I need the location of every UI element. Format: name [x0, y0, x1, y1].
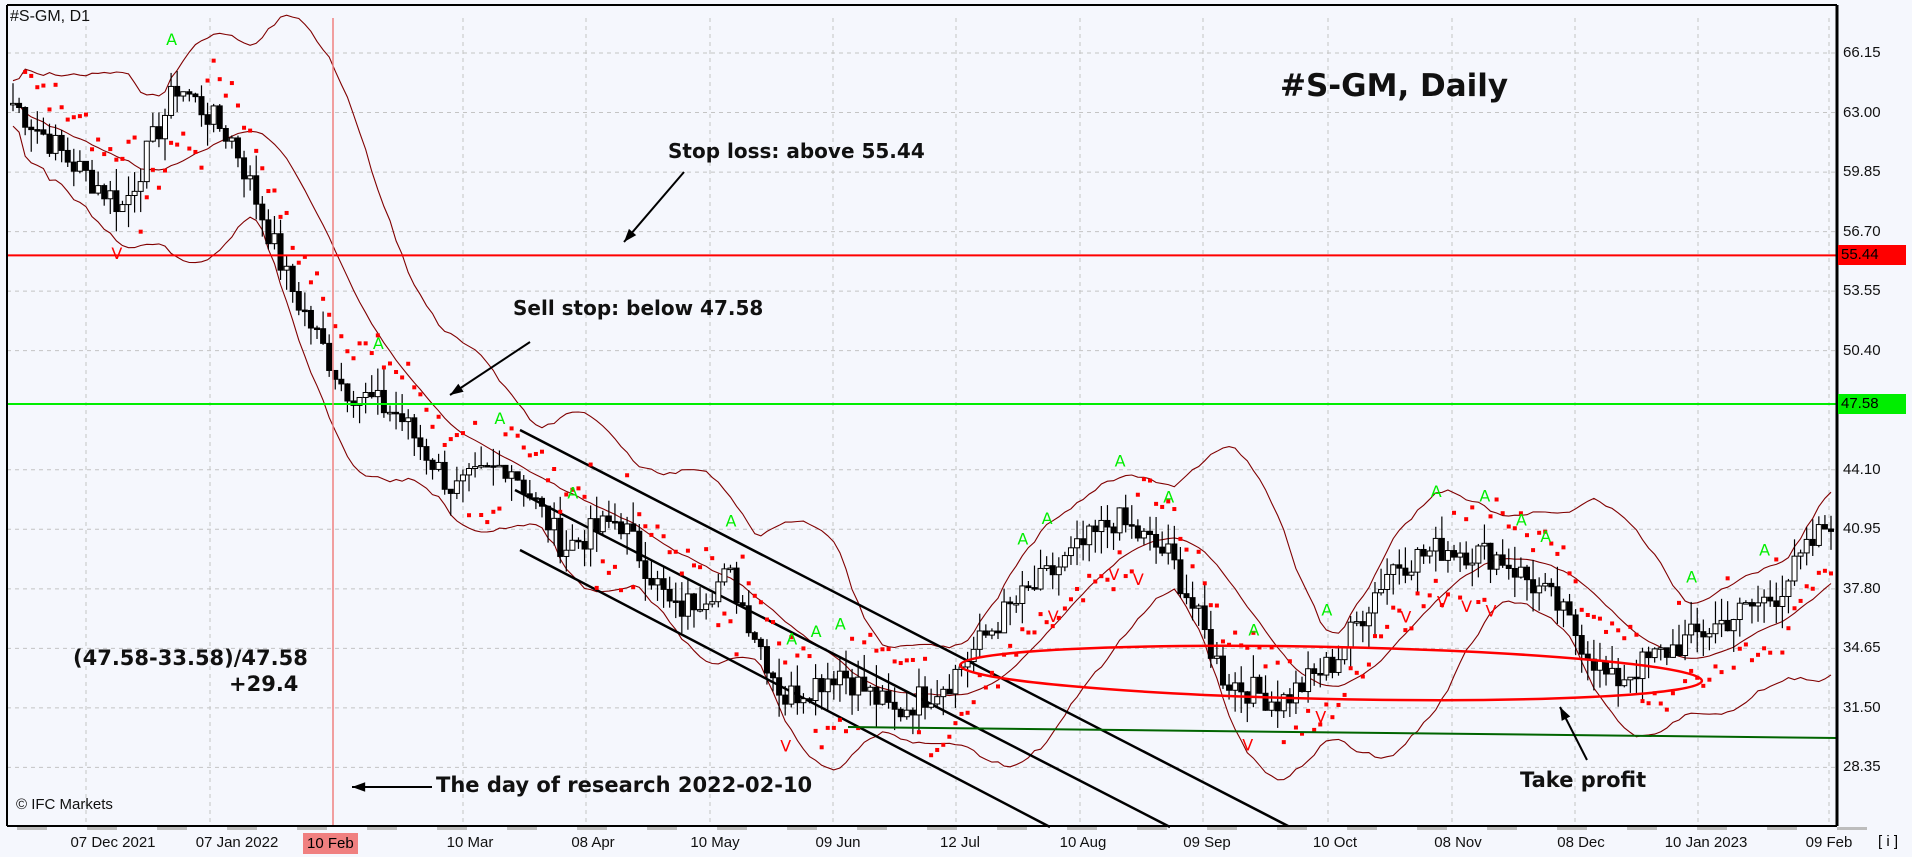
- date-tick-label: 08 Dec: [1557, 834, 1605, 851]
- price-tick-label: 53.55: [1843, 282, 1881, 300]
- sell-stop-price-tag: 47.58: [1838, 393, 1906, 414]
- svg-text:A: A: [1017, 529, 1028, 548]
- svg-text:A: A: [835, 615, 846, 634]
- svg-text:A: A: [1686, 568, 1697, 587]
- date-tick-label: 07 Jan 2022: [195, 834, 279, 851]
- copyright: © IFC Markets: [16, 796, 113, 813]
- price-tick-label: 63.00: [1843, 103, 1881, 121]
- svg-text:V: V: [1048, 607, 1059, 626]
- chart-frame: [6, 4, 1867, 830]
- svg-text:V: V: [1400, 607, 1411, 626]
- date-tick-label: 08 Nov: [1434, 834, 1482, 851]
- date-tick-label: 07 Dec 2021: [70, 834, 156, 851]
- svg-text:V: V: [1437, 593, 1448, 612]
- svg-text:A: A: [1479, 487, 1490, 506]
- svg-text:V: V: [111, 244, 122, 263]
- info-button[interactable]: [ i ]: [1878, 833, 1899, 850]
- svg-text:A: A: [811, 622, 822, 641]
- svg-text:A: A: [1759, 541, 1770, 560]
- svg-text:A: A: [166, 30, 177, 49]
- svg-text:A: A: [494, 409, 505, 428]
- price-tick-label: 56.70: [1843, 222, 1881, 240]
- take-profit-annotation: Take profit: [1520, 768, 1647, 792]
- price-tick-label: 28.35: [1843, 758, 1881, 776]
- svg-text:A: A: [725, 512, 736, 531]
- price-tick-label: 66.15: [1843, 44, 1881, 61]
- svg-text:A: A: [1540, 527, 1551, 546]
- stop-loss-annotation: Stop loss: above 55.44: [668, 139, 925, 163]
- date-tick-label: 12 Jul: [939, 834, 981, 851]
- svg-text:A: A: [1115, 451, 1126, 470]
- svg-text:V: V: [780, 736, 791, 755]
- svg-text:A: A: [1516, 511, 1527, 530]
- chart-title: #S-GM, Daily: [1280, 68, 1509, 104]
- date-tick-label: 09 Feb: [1805, 834, 1853, 851]
- svg-text:V: V: [1242, 735, 1253, 754]
- parabolic-sar: [23, 58, 1833, 758]
- price-tick-label: 40.95: [1843, 520, 1881, 538]
- symbol-label: #S-GM, D1: [10, 8, 91, 25]
- price-tick-label: 34.65: [1843, 639, 1881, 657]
- svg-text:A: A: [1248, 621, 1259, 640]
- svg-text:A: A: [1321, 601, 1332, 620]
- price-tick-label: 59.85: [1843, 163, 1881, 181]
- svg-text:A: A: [1431, 482, 1442, 501]
- highlighted-date-tag: 10 Feb: [303, 833, 358, 854]
- svg-text:A: A: [1042, 509, 1053, 528]
- price-tick-label: 50.40: [1843, 341, 1881, 359]
- svg-text:V: V: [1109, 565, 1120, 584]
- date-tick-label: 10 Aug: [1059, 834, 1107, 851]
- date-tick-label: 09 Sep: [1183, 834, 1231, 851]
- svg-text:V: V: [1315, 707, 1326, 726]
- stop-loss-price-tag: 55.44: [1838, 245, 1906, 266]
- profit-formula: (47.58-33.58)/47.58: [73, 646, 308, 670]
- date-tick-label: 10 Mar: [446, 834, 494, 851]
- svg-text:V: V: [1486, 601, 1497, 620]
- svg-text:A: A: [1163, 487, 1174, 506]
- svg-text:V: V: [1461, 597, 1472, 616]
- date-tick-label: 09 Jun: [815, 834, 861, 851]
- bollinger-bands: [12, 14, 1832, 781]
- svg-text:A: A: [373, 334, 384, 353]
- price-tick-label: 37.80: [1843, 579, 1881, 597]
- annotation-arrows: [352, 171, 1588, 792]
- candlesticks: [10, 70, 1834, 735]
- svg-text:A: A: [786, 629, 797, 648]
- price-tick-label: 44.10: [1843, 460, 1881, 478]
- level-lines: [7, 18, 1838, 826]
- svg-text:V: V: [1133, 570, 1144, 589]
- svg-text:A: A: [567, 484, 578, 503]
- research-day-annotation: The day of research 2022-02-10: [436, 773, 813, 797]
- sell-stop-annotation: Sell stop: below 47.58: [513, 296, 764, 320]
- profit-result: +29.4: [229, 672, 299, 696]
- date-tick-label: 10 May: [690, 834, 740, 851]
- date-tick-label: 10 Jan 2023: [1664, 834, 1748, 851]
- date-tick-label: 10 Oct: [1312, 834, 1358, 851]
- date-tick-label: 08 Apr: [571, 834, 615, 851]
- price-tick-label: 31.50: [1843, 698, 1881, 716]
